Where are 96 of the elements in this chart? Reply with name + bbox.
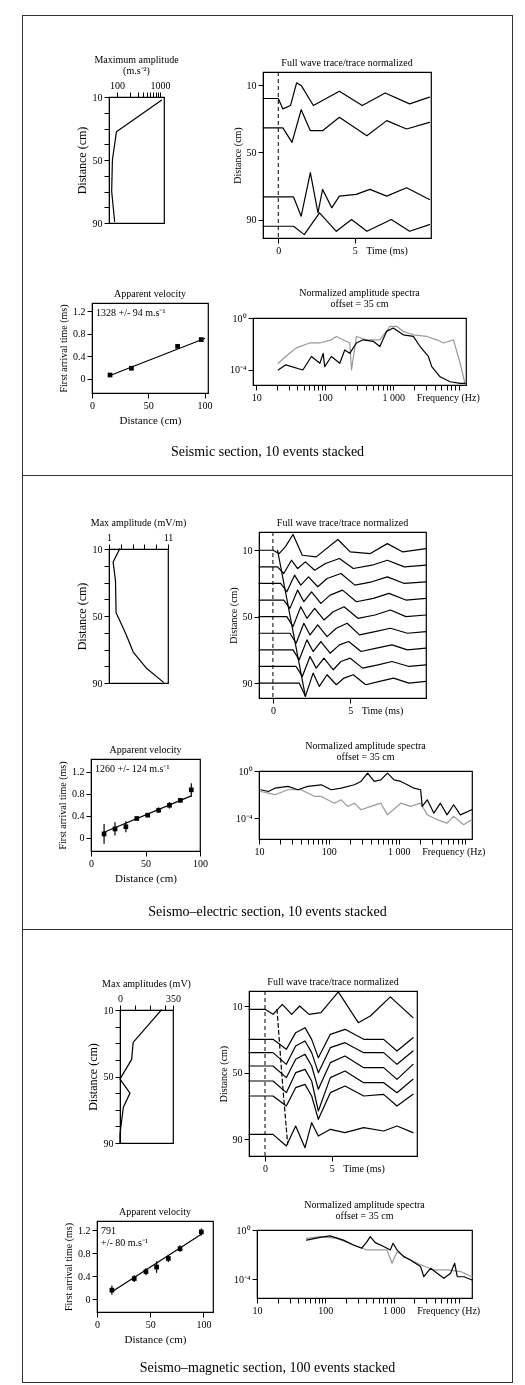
- x-tick-label: 100: [196, 1318, 212, 1330]
- x-axis-title: Time (ms): [343, 1162, 385, 1175]
- x-axis-title: Frequency (Hz): [417, 1304, 481, 1317]
- x-tick-label: 10: [254, 845, 265, 857]
- x-axis-title: Time (ms): [361, 704, 404, 717]
- chart-title: Full wave trace/trace normalized: [281, 56, 413, 68]
- y-axis-title: Distance (cm): [217, 1045, 230, 1103]
- y-tick-label: 1.2: [73, 305, 86, 317]
- chart-title: Normalized amplitude spectra: [305, 740, 427, 752]
- y-tick-label: 90: [92, 217, 103, 229]
- y-tick-label: 50: [92, 154, 103, 166]
- chart-title: Full wave trace/trace normalized: [276, 516, 409, 528]
- y-axis-title: Distance (cm): [74, 126, 89, 195]
- chart-title: Apparent velocity: [114, 288, 186, 299]
- x-tick-label: 11: [163, 531, 174, 543]
- y-tick-label: 90: [232, 1133, 243, 1145]
- y-tick-label: 50: [103, 1071, 114, 1082]
- x-tick-label: 100: [317, 391, 333, 403]
- x-tick-label: 50: [145, 1318, 156, 1330]
- y-axis-title: Distance (cm): [227, 587, 240, 644]
- x-axis-title: Distance (cm): [119, 413, 182, 427]
- y-tick-label: 10: [103, 1004, 114, 1016]
- x-tick-label: 1 000: [382, 391, 406, 403]
- y-tick-label: 10: [232, 1000, 243, 1012]
- y-tick-label: 50: [232, 1067, 243, 1079]
- x-tick-label: 100: [321, 845, 337, 857]
- y-axis-title: Distance (cm): [85, 1043, 100, 1111]
- x-tick-label: 1 000: [382, 1304, 406, 1316]
- text: Seismic section, 10 events stacked: [169, 444, 366, 460]
- y-tick-label: 10⁻⁴: [230, 364, 247, 376]
- chart-subtitle: offset = 35 cm: [330, 298, 389, 309]
- x-tick-label: 100: [193, 857, 208, 869]
- y-tick-label: 10⁰: [238, 765, 253, 777]
- y-tick-label: 0: [79, 832, 85, 844]
- y-tick-label: 0.8: [73, 328, 86, 340]
- y-tick-label: 10⁰: [236, 1224, 251, 1236]
- text: Seismo–electric section, 10 events stacked: [147, 904, 388, 920]
- x-tick-label: 100: [197, 399, 213, 411]
- x-tick-label: 5: [329, 1162, 335, 1174]
- y-tick-label: 0.4: [73, 350, 86, 362]
- y-tick-label: 10: [92, 91, 103, 103]
- y-tick-label: 90: [242, 677, 253, 689]
- x-tick-label: 50: [143, 399, 154, 411]
- x-tick-label: 50: [141, 857, 151, 869]
- x-tick-label: 350: [166, 992, 181, 1004]
- y-axis-title: First arrival time (ms): [57, 761, 69, 850]
- y-tick-label: 0.4: [78, 1270, 91, 1282]
- text: Seismo–magnetic section, 100 events stacked: [138, 1360, 397, 1376]
- x-axis-title: Frequency (Hz): [422, 845, 486, 858]
- y-tick-label: 0.8: [78, 1247, 91, 1259]
- chart-subtitle: offset = 35 cm: [336, 751, 395, 763]
- y-tick-label: 10⁻⁴: [236, 812, 253, 824]
- y-tick-label: 0.4: [72, 810, 85, 822]
- annotation: 1260 +/- 124 m.s⁻¹: [95, 763, 170, 774]
- y-tick-label: 90: [246, 214, 257, 226]
- x-axis-title: Distance (cm): [124, 1332, 187, 1346]
- chart-subtitle: (m.s⁻²): [123, 65, 150, 77]
- chart-title: Apparent velocity: [109, 744, 182, 755]
- x-tick-label: 1 000: [387, 845, 411, 857]
- x-tick-label: 5: [348, 704, 354, 716]
- y-tick-label: 50: [242, 611, 253, 623]
- y-tick-label: 50: [246, 146, 257, 158]
- y-tick-label: 1.2: [72, 766, 85, 778]
- y-tick-label: 1.2: [78, 1224, 91, 1236]
- chart-title: Normalized amplitude spectra: [299, 287, 421, 298]
- y-tick-label: 0: [85, 1293, 91, 1305]
- y-tick-label: 10: [242, 544, 253, 556]
- x-axis-title: Time (ms): [366, 244, 408, 257]
- x-tick-label: 100: [318, 1304, 334, 1316]
- chart-title: Normalized amplitude spectra: [304, 1199, 426, 1210]
- chart-subtitle: offset = 35 cm: [335, 1210, 394, 1221]
- chart-title: Full wave trace/trace normalized: [267, 975, 399, 987]
- y-axis-title: Distance (cm): [74, 582, 89, 651]
- x-axis-title: Frequency (Hz): [416, 391, 480, 404]
- y-axis-title: Distance (cm): [231, 127, 244, 184]
- y-tick-label: 50: [92, 610, 103, 622]
- x-axis-title: Distance (cm): [115, 871, 178, 885]
- y-tick-label: 10⁰: [232, 312, 247, 324]
- y-axis-title: First arrival time (ms): [63, 1222, 75, 1312]
- annotation: 1328 +/- 94 m.s⁻¹: [96, 307, 166, 318]
- x-tick-label: 5: [352, 244, 358, 256]
- y-tick-label: 90: [103, 1137, 114, 1149]
- x-tick-label: 1000: [150, 79, 171, 91]
- chart-title: Max amplitudes (mV): [102, 978, 191, 990]
- y-axis-title: First arrival time (ms): [58, 304, 70, 393]
- chart-title: Max amplitude (mV/m): [90, 517, 187, 529]
- annotation: 791 +/- 80 m.s⁻¹: [101, 1225, 148, 1248]
- y-tick-label: 90: [92, 677, 103, 689]
- x-tick-label: 1: [107, 531, 112, 543]
- y-tick-label: 10⁻⁴: [234, 1273, 251, 1285]
- y-tick-label: 0: [80, 373, 86, 385]
- y-tick-label: 0.8: [72, 788, 85, 800]
- chart-title: Apparent velocity: [119, 1206, 191, 1217]
- y-tick-label: 10: [92, 543, 103, 555]
- x-tick-label: 100: [110, 79, 126, 91]
- chart-title: Maximum amplitude: [94, 54, 180, 65]
